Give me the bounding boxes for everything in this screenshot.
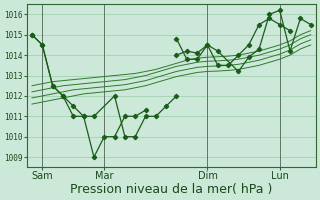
X-axis label: Pression niveau de la mer( hPa ): Pression niveau de la mer( hPa ) [70, 183, 273, 196]
